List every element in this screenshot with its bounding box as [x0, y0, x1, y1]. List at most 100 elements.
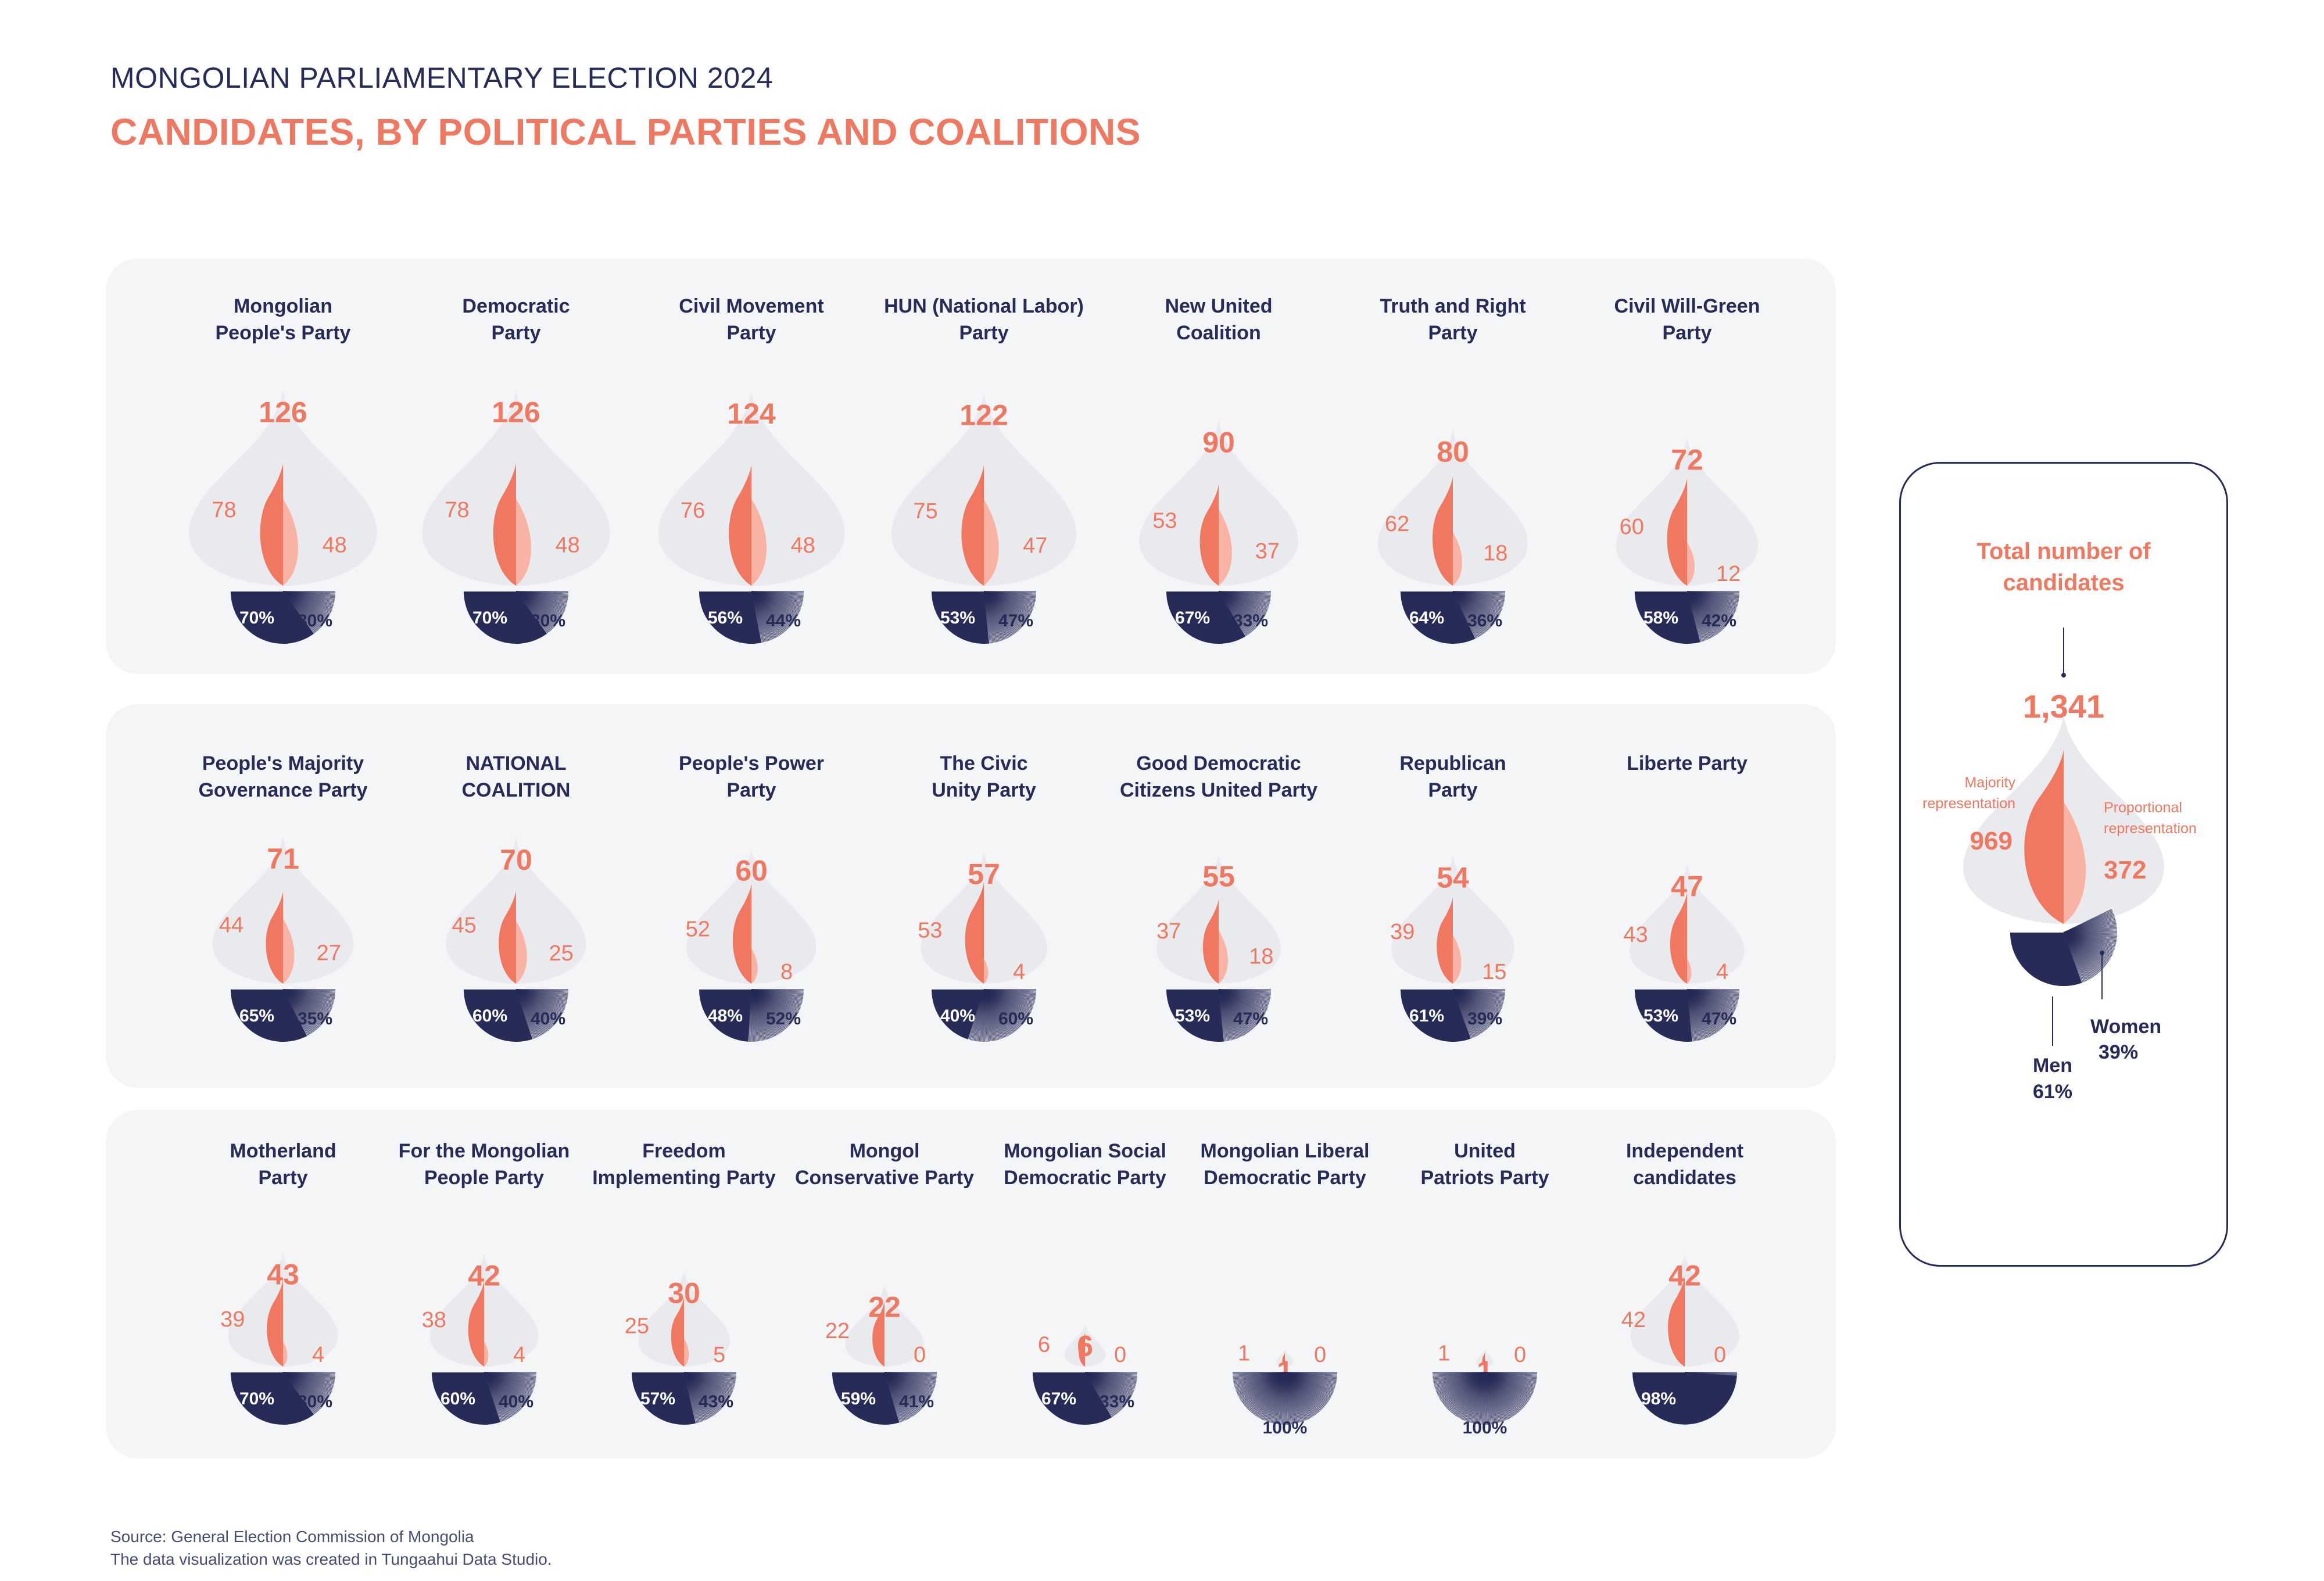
party-name: New United [1165, 295, 1272, 317]
total-value: 70 [500, 844, 532, 876]
women-slice-line [282, 591, 314, 634]
majority-flame [468, 1281, 484, 1367]
majority-flame [1670, 892, 1687, 984]
women-slice-line [1452, 989, 1471, 1039]
party-name: Governance Party [198, 779, 367, 801]
men-percent: 98% [1641, 1389, 1676, 1408]
total-women-slice-line [2063, 932, 2082, 983]
total-value: 124 [727, 397, 776, 430]
party-name: Independent [1626, 1140, 1743, 1162]
men-percent: 53% [1643, 1006, 1678, 1026]
majority-flame [1668, 1276, 1685, 1367]
majority-flame [499, 890, 516, 984]
men-percent: 64% [1409, 608, 1444, 628]
majority-value: 37 [1156, 919, 1181, 944]
proportional-flame [984, 499, 999, 586]
party-group: Mongolian People's Party 126 78 48 70% 30% [189, 295, 377, 644]
men-slice [231, 591, 314, 644]
women-slice-line [983, 591, 990, 644]
proportional-flame [283, 499, 298, 586]
party-name: Party [491, 322, 540, 344]
party-name: Motherland [230, 1140, 336, 1162]
men-percent: 60% [441, 1389, 475, 1408]
proportional-value: 37 [1255, 539, 1280, 564]
men-percent: 40% [940, 1006, 975, 1026]
party-name: Citizens United Party [1120, 779, 1317, 801]
men-percent: 61% [1409, 1006, 1444, 1026]
party-name: Mongol [850, 1140, 920, 1162]
majority-value: 78 [212, 498, 236, 522]
men-slice [1166, 591, 1245, 644]
proportional-label: representation [2104, 820, 2197, 837]
proportional-flame [1219, 930, 1228, 984]
total-value: 55 [1202, 861, 1235, 893]
women-slice-line [683, 1372, 696, 1424]
women-percent: 100% [1263, 1418, 1308, 1437]
men-slice [699, 591, 761, 644]
women-slice-line [484, 1372, 501, 1422]
women-percent: 47% [1702, 1009, 1736, 1028]
proportional-value: 4 [513, 1343, 525, 1367]
party-group: The Civic Unity Party 57 53 4 40% 60% [918, 752, 1047, 1042]
party-name: Civil Will-Green [1614, 295, 1760, 317]
men-percent: 70% [472, 608, 507, 628]
party-group: Truth and Right Party 80 62 18 64% 36% [1378, 295, 1528, 644]
women-percent: 30% [298, 1392, 332, 1411]
men-slice [1400, 990, 1471, 1042]
proportional-value: 18 [1483, 541, 1507, 565]
party-name: Democratic [462, 295, 570, 317]
women-slice-line [884, 1372, 900, 1423]
men-percent: 48% [708, 1006, 743, 1026]
proportional-flame [1453, 532, 1462, 586]
party-name: United [1454, 1140, 1516, 1162]
party-name: Truth and Right [1380, 295, 1526, 317]
party-group: Civil Will-Green Party 72 60 12 58% 42% [1614, 295, 1760, 644]
party-name: COALITION [462, 779, 571, 801]
party-name: Democratic Party [1204, 1167, 1366, 1189]
party-name: Party [1662, 322, 1711, 344]
party-name: Mongolian Liberal [1201, 1140, 1370, 1162]
men-slice [1632, 1372, 1737, 1425]
party-group: Democratic Party 126 78 48 70% 30% [422, 295, 610, 644]
total-value: 22 [868, 1290, 901, 1323]
proportional-value: 5 [713, 1343, 725, 1367]
majority-flame [729, 464, 751, 586]
pointer-dot [2061, 673, 2066, 677]
women-percent: 52% [766, 1009, 801, 1028]
women-label: Women [2090, 1016, 2161, 1038]
majority-flame [1282, 1353, 1285, 1367]
men-percent: 67% [1175, 608, 1210, 628]
men-slice [632, 1372, 696, 1425]
party-group: Independent candidates 42 42 0 98% 2% [1621, 1140, 1743, 1425]
party-name: People's Power [679, 752, 824, 775]
women-slice-line [515, 591, 547, 634]
men-slice [1635, 990, 1692, 1042]
women-percent: 60% [998, 1009, 1033, 1028]
total-value: 122 [959, 399, 1008, 432]
party-group: HUN (National Labor) Party 122 75 47 53% 47% [884, 295, 1084, 644]
women-percent: 30% [531, 611, 565, 630]
total-value: 47 [1671, 870, 1703, 902]
men-slice [1033, 1372, 1112, 1425]
women-percent: 35% [298, 1009, 332, 1028]
majority-flame [1437, 897, 1453, 984]
women-total-percent: 39% [2099, 1041, 2138, 1063]
credit-note: The data visualization was created in Tu… [110, 1550, 552, 1568]
women-percent: 42% [1702, 611, 1736, 630]
majority-label: Majority [1964, 775, 2015, 791]
men-percent: 70% [239, 1389, 274, 1408]
proportional-value: 0 [1114, 1343, 1126, 1367]
majority-value: 38 [422, 1308, 446, 1332]
party-group: NATIONAL COALITION 70 45 25 60% 40% [446, 752, 586, 1042]
women-slice-line [515, 989, 533, 1039]
women-slice-line [1684, 1372, 1737, 1376]
proportional-flame [516, 499, 531, 586]
party-group: For the Mongolian People Party 42 38 4 60% 40% [399, 1140, 570, 1425]
proportional-flame [1219, 509, 1232, 586]
proportional-value: 27 [317, 941, 341, 965]
proportional-value: 15 [1482, 960, 1506, 984]
party-name: Freedom [642, 1140, 726, 1162]
women-slice-line [282, 1372, 314, 1415]
men-percent: 53% [940, 608, 975, 628]
